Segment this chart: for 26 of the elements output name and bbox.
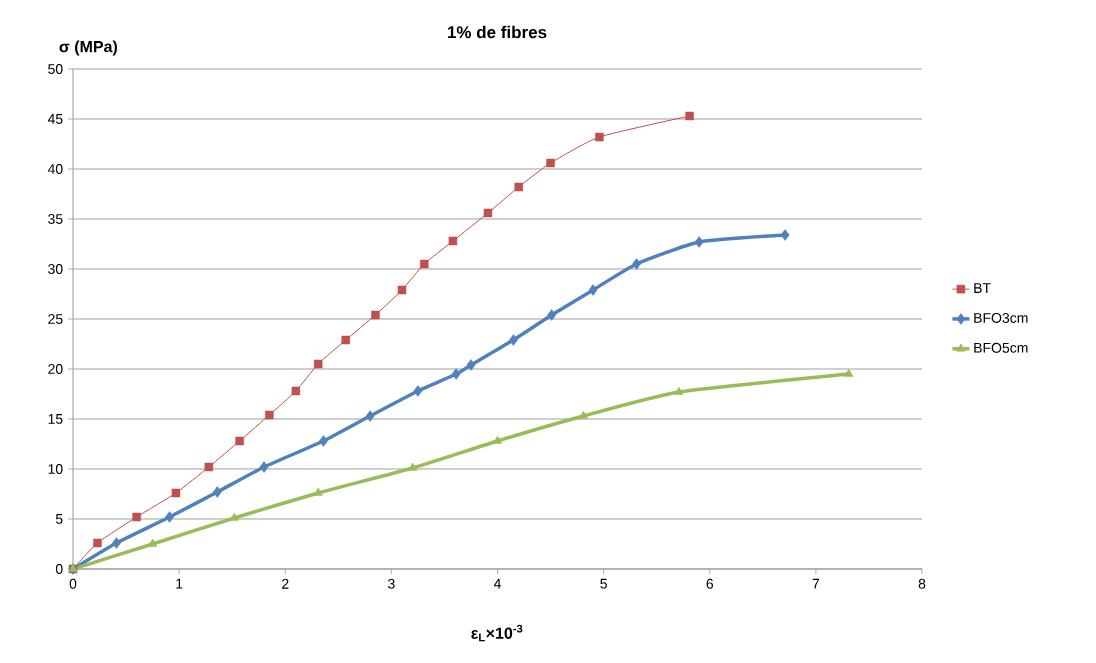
- y-tick-label: 5: [55, 514, 63, 524]
- x-tick-label: 0: [69, 578, 77, 589]
- x-tick-label: 4: [493, 578, 501, 589]
- x-axis-title: ε$_{L}$×10$^{-3}$: [471, 624, 523, 642]
- y-tick-label: 15: [48, 414, 63, 424]
- y-tick-label: 30: [48, 264, 63, 274]
- x-tick-label: 6: [706, 578, 714, 589]
- x-tick-label: 5: [600, 578, 607, 589]
- y-axis-title: σ (MPa): [59, 40, 118, 56]
- legend-label: BFO5cm: [974, 342, 1028, 353]
- x-tick-label: 3: [388, 578, 395, 589]
- y-tick-label: 40: [47, 164, 63, 174]
- y-tick-label: 50: [48, 64, 63, 74]
- y-tick-label: 25: [48, 314, 63, 324]
- y-tick-label: 0: [55, 564, 63, 574]
- y-tick-label: 35: [48, 214, 63, 224]
- x-tick-label: 7: [812, 578, 820, 589]
- x-tick-label: 1: [176, 578, 183, 589]
- legend-label: BT: [974, 283, 991, 293]
- y-tick-label: 45: [47, 114, 63, 124]
- y-tick-label: 20: [48, 364, 63, 374]
- chart-title: 1% de fibres: [448, 25, 547, 39]
- x-tick-label: 8: [918, 578, 926, 589]
- legend-label: BFO3cm: [974, 312, 1028, 323]
- y-tick-label: 10: [48, 464, 63, 474]
- x-tick-label: 2: [282, 578, 289, 589]
